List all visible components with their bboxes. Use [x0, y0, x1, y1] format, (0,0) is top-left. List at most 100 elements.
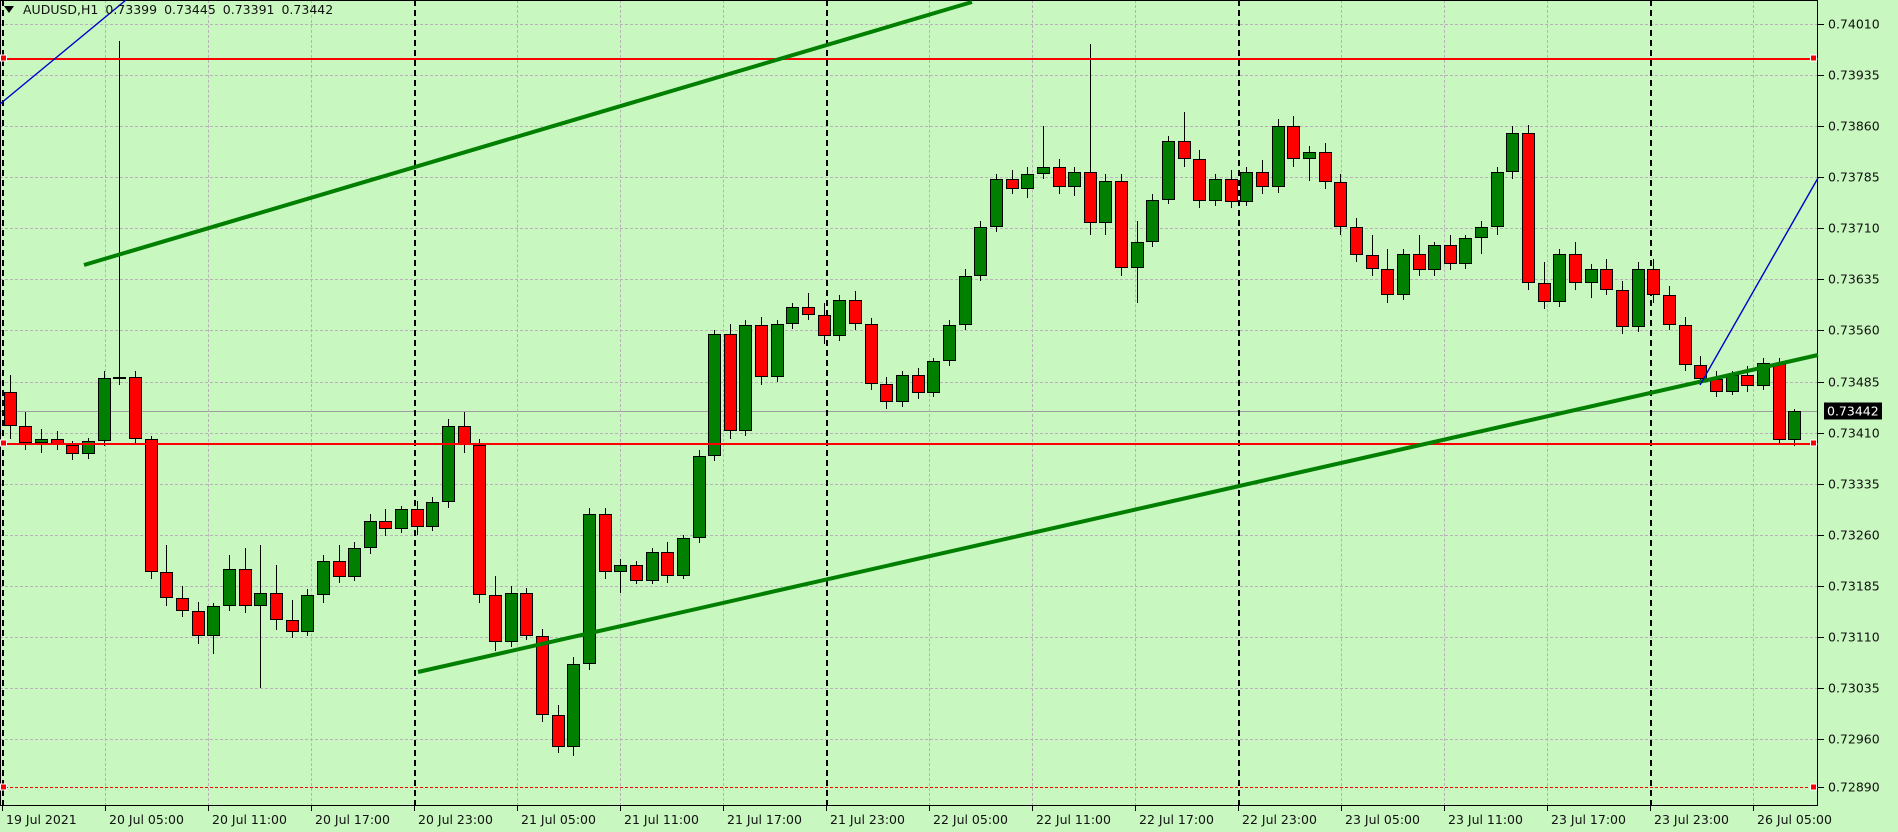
candle-body-bullish	[786, 306, 799, 324]
price-axis-label: 0.73410	[1828, 425, 1880, 441]
candle-body-bullish	[943, 324, 956, 362]
candle-body-bearish	[19, 425, 32, 443]
candle-body-bullish	[927, 361, 940, 394]
candle-body-bullish	[1491, 172, 1504, 227]
candle-body-bearish	[802, 306, 815, 316]
candle-body-bearish	[552, 715, 565, 748]
candle-body-bearish	[1663, 295, 1676, 325]
candle-body-bearish	[1115, 180, 1128, 268]
time-axis[interactable]: 19 Jul 2021 20 Jul 05:00 20 Jul 11:00 20 Ju…	[0, 806, 1898, 832]
candle-body-bearish	[239, 568, 252, 607]
candle-body-bullish	[1303, 151, 1316, 159]
candle-wick	[1309, 146, 1310, 181]
price-axis-tick	[1818, 432, 1824, 434]
candle-body-bullish	[1475, 226, 1488, 239]
candle-wick	[1090, 44, 1091, 236]
candle-body-bullish	[1240, 172, 1253, 203]
candle-body-bullish	[1146, 199, 1159, 242]
time-axis-tick	[620, 806, 621, 811]
candle-body-bearish	[1741, 374, 1754, 387]
candle-body-bullish	[1459, 238, 1472, 264]
candle-body-bearish	[489, 594, 502, 643]
candle-body-bullish	[614, 565, 627, 573]
candle-body-bearish	[1616, 289, 1629, 328]
time-axis-label: 20 Jul 11:00	[212, 812, 287, 827]
price-axis-label: 0.74010	[1828, 16, 1880, 32]
candle-body-bullish	[1428, 245, 1441, 271]
candle-body-bullish	[1553, 254, 1566, 302]
resistance-upper-line[interactable]	[0, 57, 1818, 60]
candle-body-bearish	[1710, 379, 1723, 392]
candle-body-bullish	[223, 568, 236, 607]
price-axis[interactable]: 0.74010 0.73935 0.73860 0.73785 0.73710 0.736…	[1818, 0, 1898, 806]
price-axis-label: 0.73860	[1828, 118, 1880, 134]
candle-body-bearish	[379, 521, 392, 530]
time-axis-label: 21 Jul 23:00	[830, 812, 905, 827]
candle-body-bearish	[1569, 254, 1582, 283]
time-axis-tick	[2, 806, 3, 811]
support-mid-handle-right[interactable]	[1810, 439, 1817, 447]
candle-body-bearish	[4, 391, 17, 426]
chart-header: AUDUSD,H1 0.73399 0.73445 0.73391 0.7344…	[4, 1, 333, 17]
candle-body-bullish	[1726, 374, 1739, 392]
day-separator-gridline	[414, 0, 416, 806]
candle-body-bullish	[301, 594, 314, 632]
candle-body-bearish	[818, 315, 831, 336]
candle-body-bullish	[567, 664, 580, 748]
candle-body-bearish	[1522, 132, 1535, 283]
time-axis-tick	[929, 806, 930, 811]
candle-body-bearish	[270, 592, 283, 620]
candle-body-bullish	[254, 592, 267, 607]
candle-body-bearish	[145, 439, 158, 573]
candle-body-bearish	[1084, 172, 1097, 223]
price-axis-tick	[1818, 534, 1824, 536]
candle-body-bearish	[192, 611, 205, 636]
candle-body-bearish	[176, 597, 189, 612]
candle-body-bullish	[35, 439, 48, 443]
candle-body-bullish	[1757, 363, 1770, 387]
time-axis-label: 23 Jul 23:00	[1654, 812, 1729, 827]
candle-body-bearish	[1647, 269, 1660, 295]
candle-body-bullish	[1788, 410, 1801, 441]
price-axis-tick	[1818, 585, 1824, 587]
support-lower-handle-right[interactable]	[1810, 783, 1817, 791]
time-axis-label: 23 Jul 11:00	[1448, 812, 1523, 827]
triangle-down-icon[interactable]	[4, 5, 14, 13]
price-axis-label: 0.73260	[1828, 527, 1880, 543]
support-lower-line[interactable]	[0, 786, 1818, 788]
candle-body-bearish	[66, 444, 79, 455]
price-axis-tick	[1818, 330, 1824, 332]
price-axis-tick	[1818, 739, 1824, 741]
candle-body-bullish	[1037, 166, 1050, 174]
candle-body-bullish	[974, 226, 987, 276]
support-lower-handle-left[interactable]	[0, 783, 7, 791]
resistance-upper-handle-left[interactable]	[0, 54, 7, 62]
candle-body-bearish	[160, 572, 173, 598]
candle-body-bearish	[880, 383, 893, 402]
support-mid-line[interactable]	[0, 442, 1818, 445]
time-axis-label: 23 Jul 17:00	[1551, 812, 1626, 827]
time-axis-label: 21 Jul 17:00	[727, 812, 802, 827]
candle-wick	[1184, 112, 1185, 167]
support-mid-handle-left[interactable]	[0, 439, 7, 447]
candle-body-bullish	[1099, 180, 1112, 223]
candle-wick	[620, 558, 621, 593]
price-axis-label: 0.73035	[1828, 680, 1880, 696]
price-axis-tick	[1818, 228, 1824, 230]
time-axis-tick	[414, 806, 415, 811]
candle-body-bullish	[1021, 173, 1034, 189]
horizontal-gridline	[0, 739, 1818, 741]
candle-wick	[292, 599, 293, 639]
candle-body-bearish	[1006, 179, 1019, 189]
chart-plot-area[interactable]	[0, 0, 1818, 806]
resistance-upper-handle-right[interactable]	[1810, 54, 1817, 62]
price-axis-label: 0.73185	[1828, 578, 1880, 594]
price-axis-tick	[1818, 637, 1824, 639]
time-axis-tick	[1753, 806, 1754, 811]
candle-body-bullish	[364, 521, 377, 549]
candle-body-bearish	[1178, 141, 1191, 159]
candle-body-bullish	[583, 514, 596, 665]
candle-body-bearish	[1366, 255, 1379, 270]
ohlc-close-value: 0.73442	[281, 1, 334, 17]
